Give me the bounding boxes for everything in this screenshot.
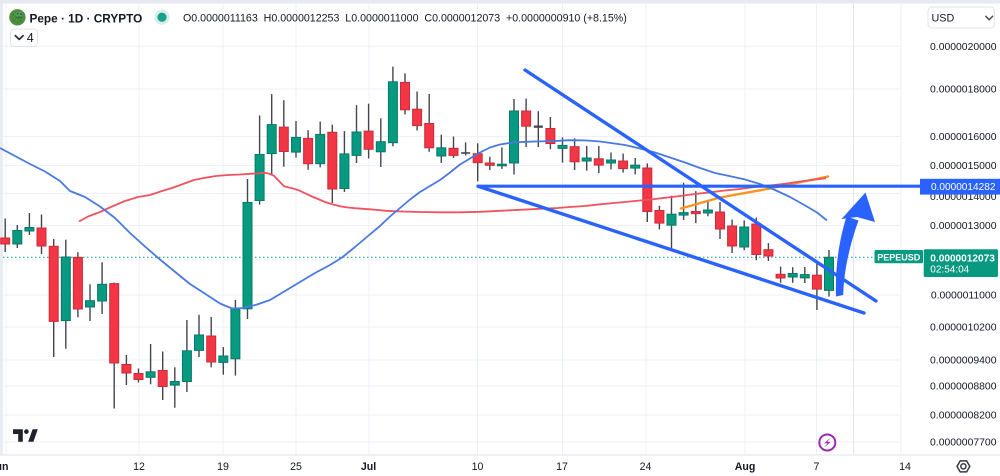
svg-text:17: 17	[556, 461, 568, 473]
svg-text:4: 4	[27, 31, 34, 45]
svg-text:PEPEUSD: PEPEUSD	[877, 252, 921, 262]
svg-text:0.0000013000: 0.0000013000	[930, 221, 997, 232]
svg-text:Aug: Aug	[735, 461, 756, 473]
svg-text:14: 14	[899, 461, 911, 473]
svg-text:0.0000009400: 0.0000009400	[930, 356, 997, 367]
svg-text:24: 24	[640, 461, 652, 473]
svg-text:Jul: Jul	[361, 461, 376, 473]
svg-text:12: 12	[133, 461, 145, 473]
svg-text:02:54:04: 02:54:04	[930, 265, 969, 276]
svg-text:0.0000020000: 0.0000020000	[930, 42, 997, 53]
svg-text:0.0000011000: 0.0000011000	[931, 291, 997, 302]
svg-text:0.0000007700: 0.0000007700	[930, 438, 997, 449]
svg-text:7: 7	[814, 461, 820, 473]
svg-text:19: 19	[217, 461, 229, 473]
svg-text:0.0000014000: 0.0000014000	[930, 192, 997, 203]
svg-text:Jun: Jun	[0, 461, 8, 473]
svg-text:0.0000016000: 0.0000016000	[930, 132, 997, 143]
svg-text:25: 25	[290, 461, 302, 473]
svg-text:0.0000018000: 0.0000018000	[930, 85, 997, 96]
svg-text:0.0000015000: 0.0000015000	[930, 161, 997, 172]
svg-text:10: 10	[472, 461, 484, 473]
svg-text:0.0000012073: 0.0000012073	[930, 253, 995, 264]
svg-text:O0.0000011163 H0.0000012253: O0.0000011163 H0.0000012253 L0.000001100…	[183, 13, 627, 25]
svg-text:Pepe · 1D · CRYPTO: Pepe · 1D · CRYPTO	[30, 11, 143, 25]
svg-text:USD: USD	[932, 12, 955, 24]
svg-text:0.0000010200: 0.0000010200	[930, 323, 997, 334]
svg-text:0.0000008800: 0.0000008800	[930, 382, 997, 393]
svg-text:0.0000014282: 0.0000014282	[931, 182, 996, 193]
svg-text:0.0000008200: 0.0000008200	[930, 411, 997, 422]
